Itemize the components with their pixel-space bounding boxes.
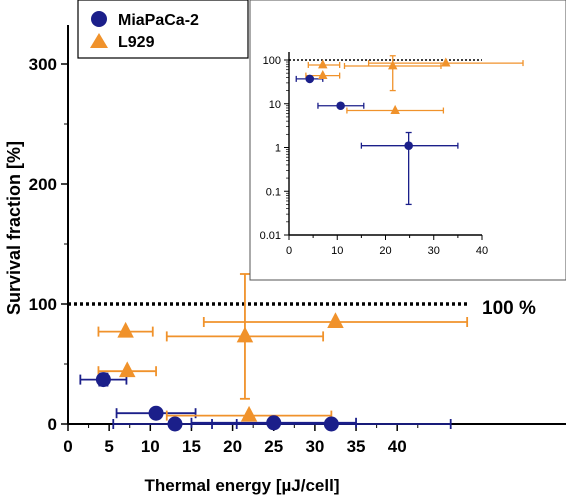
inset-miapaca-2-point	[404, 141, 413, 150]
inset-miapaca-2-point	[336, 101, 345, 111]
y-tick-label: 300	[29, 55, 57, 74]
reference-line-label: 100 %	[482, 298, 536, 319]
l929-point	[119, 361, 136, 378]
inset-frame	[249, 0, 566, 281]
x-tick-label: 20	[223, 437, 242, 456]
legend-l929-marker	[90, 33, 108, 48]
inset-l929-point	[388, 60, 398, 70]
inset-miapaca-2-point	[305, 74, 315, 84]
inset-l929-point	[441, 57, 451, 67]
main-data-marks	[79, 273, 469, 432]
inset-l929-point	[318, 70, 328, 80]
inset-x-tick-label: 30	[428, 245, 440, 257]
inset-x-tick-label: 20	[379, 245, 391, 257]
miapaca-2-point	[167, 416, 183, 432]
y-axis-title: Survival fraction [%]	[4, 141, 24, 315]
y-tick-label: 100	[29, 295, 57, 314]
legend: MiaPaCa-2 L929	[77, 0, 249, 59]
legend-box	[77, 0, 249, 59]
x-tick-label: 5	[104, 437, 113, 456]
y-tick-label: 0	[48, 415, 57, 434]
miapaca-2-point	[148, 405, 164, 421]
inset-x-tick-label: 10	[331, 245, 343, 257]
inset-x-tick-label: 40	[476, 245, 488, 257]
inset-data-marks	[295, 55, 524, 206]
miapaca-2-point	[266, 415, 282, 431]
x-tick-label: 25	[264, 437, 283, 456]
inset-y-tick-label: 0.01	[260, 230, 281, 242]
inset-y-tick-label: 10	[269, 99, 281, 111]
inset-x-tick-label: 0	[286, 245, 292, 257]
inset-y-tick-label: 100	[263, 55, 281, 67]
l929-point	[240, 405, 258, 422]
x-tick-label: 35	[347, 437, 366, 456]
l929-point	[327, 312, 344, 328]
y-tick-label: 200	[29, 175, 57, 194]
legend-miapaca-marker	[91, 11, 107, 27]
inset-y-tick-label: 1	[275, 143, 281, 155]
inset-l929-point	[318, 59, 328, 69]
x-tick-label: 0	[63, 437, 72, 456]
x-tick-label: 15	[182, 437, 201, 456]
inset-y-tick-label: 0.1	[266, 186, 281, 198]
x-tick-label: 30	[305, 437, 324, 456]
legend-l929-label: L929	[118, 34, 155, 51]
miapaca-2-point	[323, 416, 339, 432]
inset-axes: 0 10 20 30 40 0.01 0.1 1 10 100	[260, 52, 488, 257]
l929-point	[236, 326, 254, 343]
inset-l929-point	[390, 104, 400, 114]
x-axis-title: Thermal energy [µJ/cell]	[145, 476, 340, 495]
legend-miapaca-label: MiaPaCa-2	[118, 12, 199, 29]
x-tick-label: 40	[388, 437, 407, 456]
miapaca-2-point	[95, 372, 111, 388]
x-tick-label: 10	[141, 437, 160, 456]
l929-point	[117, 321, 134, 338]
